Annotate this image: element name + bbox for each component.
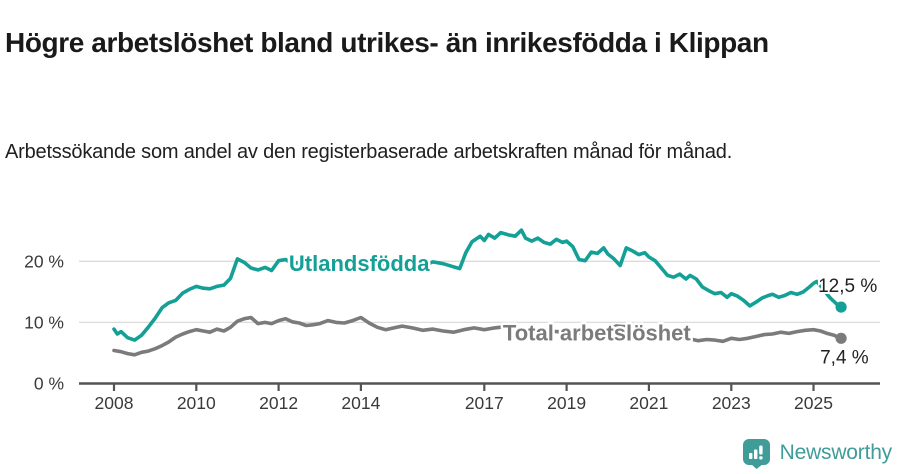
- x-axis-tick-label: 2025: [794, 393, 833, 413]
- page-title: Högre arbetslöshet bland utrikes- än inr…: [5, 26, 769, 58]
- series-label-utlandsfodda: Utlandsfödda: [289, 251, 430, 276]
- series-label-total-arbetsloshet: Total arbetslöshet: [503, 320, 692, 345]
- x-axis-tick-label: 2017: [465, 393, 504, 413]
- series-end-dot-total-arbetsloshet: [835, 332, 847, 344]
- series-line-utlandsfodda: [112, 228, 843, 342]
- x-axis-tick-label: 2012: [259, 393, 298, 413]
- y-axis-tick-label: 10 %: [24, 312, 64, 332]
- newsworthy-logo: Newsworthy: [742, 437, 892, 469]
- x-axis-tick-label: 2019: [547, 393, 586, 413]
- x-axis-tick-label: 2023: [712, 393, 751, 413]
- series-end-value-total-arbetsloshet: 7,4 %: [820, 347, 869, 368]
- bar-chart-speech-bubble-icon: [742, 439, 770, 469]
- x-axis-tick-label: 2010: [177, 393, 216, 413]
- newsworthy-wordmark: Newsworthy: [779, 441, 893, 464]
- x-axis-tick-label: 2014: [341, 393, 380, 413]
- y-axis-tick-label: 20 %: [24, 251, 64, 271]
- series-end-value-utlandsfodda: 12,5 %: [818, 276, 877, 297]
- chart-subtitle: Arbetssökande som andel av den registerb…: [5, 141, 733, 163]
- series-line-total-arbetsloshet: [112, 315, 843, 357]
- x-axis-tick-label: 2021: [629, 393, 668, 413]
- x-axis-tick-label: 2008: [95, 393, 134, 413]
- series-end-dot-utlandsfodda: [835, 301, 847, 313]
- y-axis-tick-label: 0 %: [34, 374, 64, 394]
